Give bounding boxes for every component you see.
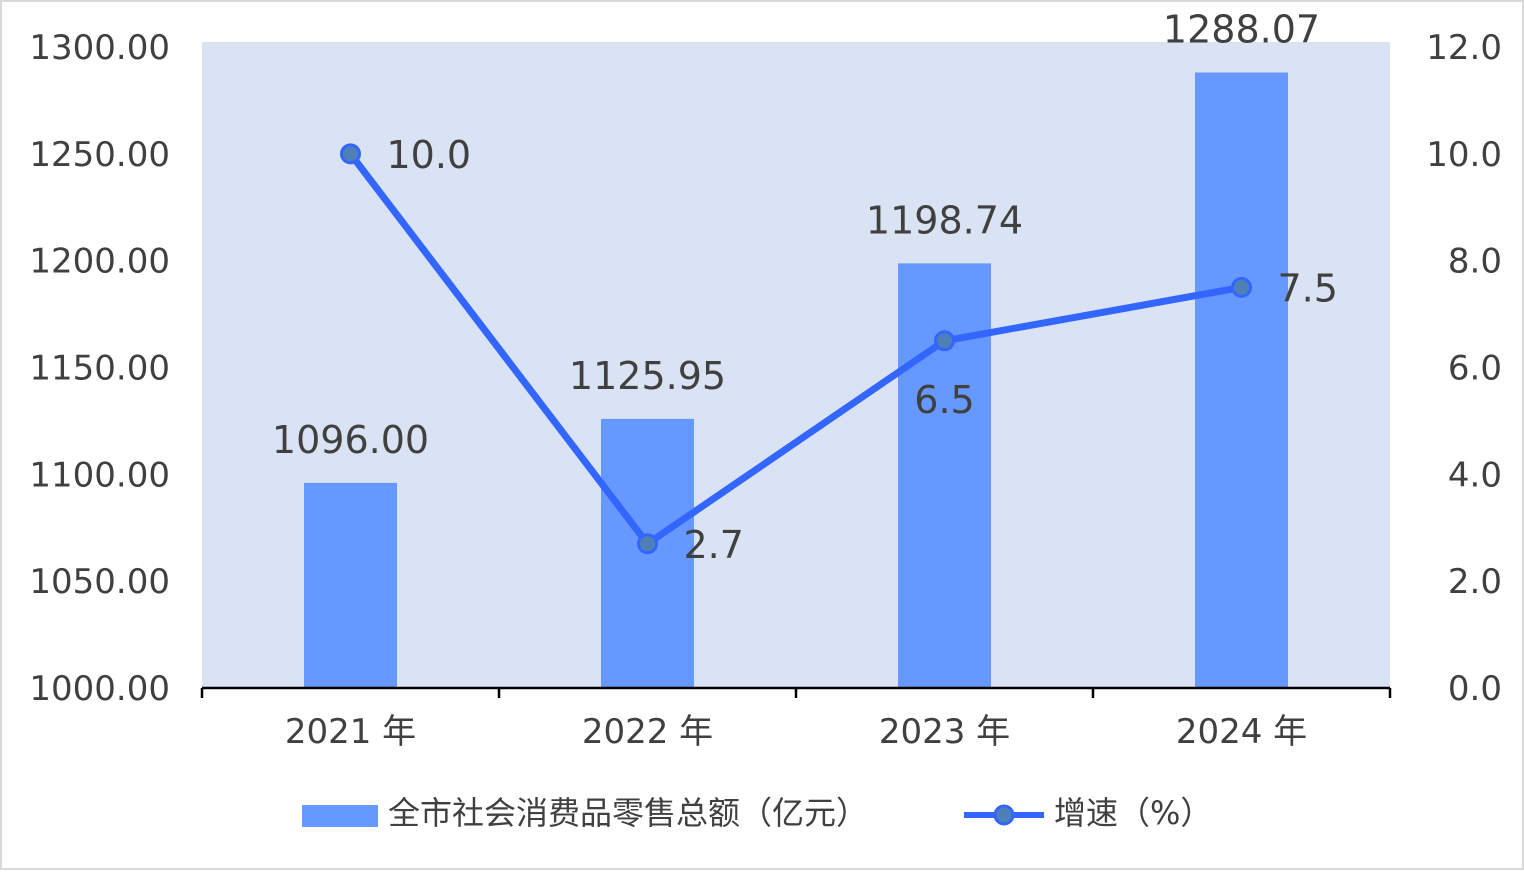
- y-left-tick-4: 1200.00: [29, 242, 170, 282]
- growth-marker-3: [1231, 276, 1252, 298]
- bar-0: [304, 482, 397, 688]
- y-right-tick-5: 10.0: [1426, 135, 1502, 175]
- y-right-tick-1: 2.0: [1448, 562, 1502, 602]
- growth-value-label-0: 10.0: [387, 133, 472, 177]
- y-right-tick-0: 0.0: [1448, 669, 1502, 709]
- legend-bar-label: 全市社会消费品零售总额（亿元）: [388, 794, 868, 832]
- y-right-tick-2: 4.0: [1448, 455, 1502, 495]
- data-labels-group: 1096.00 1125.95 1198.74 1288.07 10.0 2.7 6.5 7.…: [272, 7, 1338, 566]
- legend-line-marker: [993, 804, 1015, 826]
- x-tick-label-0: 2021 年: [285, 712, 416, 752]
- y-left-tick-3: 1150.00: [29, 349, 170, 389]
- line-group: [340, 143, 1252, 555]
- y-left-tick-2: 1100.00: [29, 455, 170, 495]
- plot-area: [202, 42, 1390, 688]
- growth-marker-0: [340, 143, 361, 165]
- y-right-tick-4: 8.0: [1448, 242, 1502, 282]
- y-left-tick-0: 1000.00: [29, 669, 170, 709]
- bar-value-label-2: 1198.74: [866, 198, 1023, 242]
- legend-bar-swatch: [302, 805, 378, 827]
- x-tick-label-2: 2023 年: [879, 712, 1010, 752]
- growth-value-label-2: 6.5: [914, 378, 974, 422]
- growth-marker-1: [637, 533, 658, 555]
- growth-line: [347, 151, 1243, 548]
- y-right-tick-3: 6.0: [1448, 349, 1502, 389]
- bar-value-label-1: 1125.95: [569, 354, 726, 398]
- bar-3: [1195, 72, 1288, 689]
- legend-line-label: 增速（%）: [1054, 794, 1212, 832]
- y-left-tick-1: 1050.00: [29, 562, 170, 602]
- growth-marker-2: [934, 330, 955, 352]
- y-right-tick-6: 12.0: [1426, 28, 1502, 68]
- growth-value-label-3: 7.5: [1278, 266, 1338, 310]
- bar-2: [898, 263, 991, 688]
- x-tick-label-3: 2024 年: [1176, 712, 1307, 752]
- axes-group: 2021 年 2022 年 2023 年 2024 年 1000.00 1050.00 11…: [29, 28, 1502, 752]
- legend: 全市社会消费品零售总额（亿元） 增速（%）: [302, 794, 1212, 832]
- y-left-tick-5: 1250.00: [29, 135, 170, 175]
- growth-value-label-1: 2.7: [684, 523, 744, 567]
- x-tick-label-1: 2022 年: [582, 712, 713, 752]
- y-left-tick-6: 1300.00: [29, 28, 170, 68]
- bar-value-label-0: 1096.00: [272, 418, 429, 462]
- bar-value-label-3: 1288.07: [1163, 7, 1320, 51]
